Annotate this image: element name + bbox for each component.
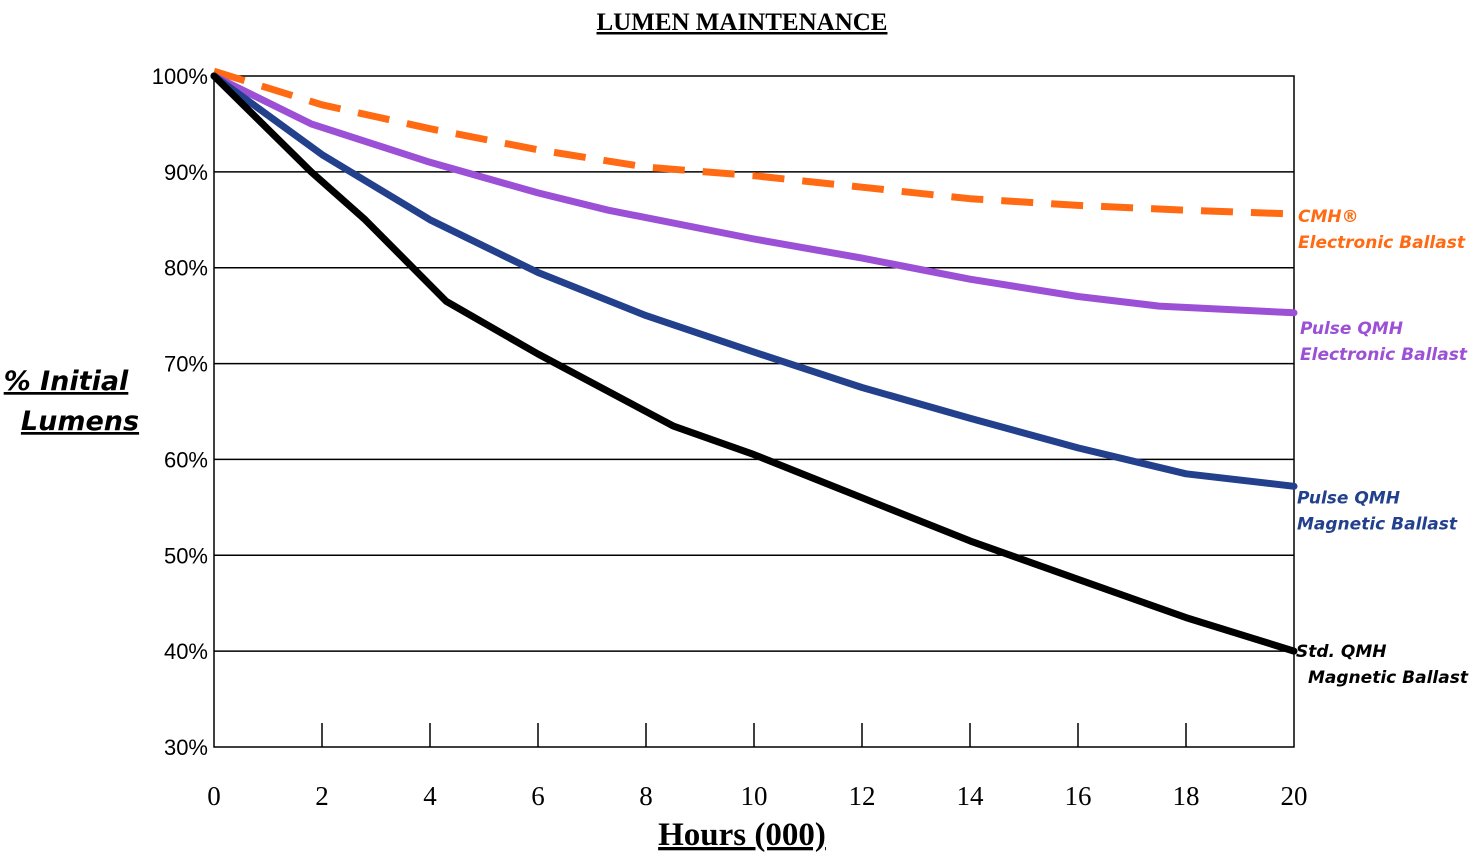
y-tick-label: 100% xyxy=(152,64,208,89)
y-axis-ticks: 30% 40% 50% 60% 70% 80% 90% 100% xyxy=(152,64,208,760)
series-label: CMH® xyxy=(1298,207,1359,227)
y-axis-label-line-2: Lumens xyxy=(21,406,139,437)
series-label: Std. QMH xyxy=(1296,642,1387,662)
x-axis-label: Hours (000) xyxy=(658,817,826,853)
series-label: Electronic Ballast xyxy=(1298,233,1466,253)
x-tick-label: 8 xyxy=(639,781,653,811)
grid-lines xyxy=(214,171,1294,652)
x-tick-label: 16 xyxy=(1065,781,1092,811)
y-tick-label: 70% xyxy=(164,352,208,377)
series-line-3 xyxy=(210,72,1298,490)
x-tick-label: 12 xyxy=(849,781,876,811)
series-line-2 xyxy=(210,72,1298,317)
x-tick-label: 6 xyxy=(531,781,545,811)
series-label: Magnetic Ballast xyxy=(1308,668,1469,688)
y-tick-label: 30% xyxy=(164,735,208,760)
series-line-1 xyxy=(212,67,1295,218)
series-lines xyxy=(210,67,1298,655)
series-label: Pulse QMH xyxy=(1297,488,1400,508)
y-tick-label: 50% xyxy=(164,543,208,568)
x-tick-label: 20 xyxy=(1281,781,1308,811)
x-axis-ticks: 0 2 4 6 8 10 12 14 16 18 20 xyxy=(207,723,1308,811)
series-labels: CMH® Electronic Ballast Pulse QMH Electroni… xyxy=(1296,207,1469,688)
y-tick-label: 80% xyxy=(164,256,208,281)
y-tick-label: 90% xyxy=(164,160,208,185)
x-tick-label: 0 xyxy=(207,781,221,811)
series-label: Magnetic Ballast xyxy=(1297,514,1458,534)
y-tick-label: 40% xyxy=(164,639,208,664)
y-tick-label: 60% xyxy=(164,447,208,472)
x-tick-label: 2 xyxy=(315,781,329,811)
series-label: Electronic Ballast xyxy=(1300,345,1468,365)
x-tick-label: 10 xyxy=(741,781,768,811)
x-tick-label: 4 xyxy=(423,781,437,811)
series-label: Pulse QMH xyxy=(1300,319,1403,339)
x-tick-label: 14 xyxy=(957,781,985,811)
chart-title: LUMEN MAINTENANCE xyxy=(597,9,888,36)
series-line-4 xyxy=(210,72,1298,655)
y-axis-label-line-1: % Initial xyxy=(4,366,129,397)
x-tick-label: 18 xyxy=(1173,781,1200,811)
